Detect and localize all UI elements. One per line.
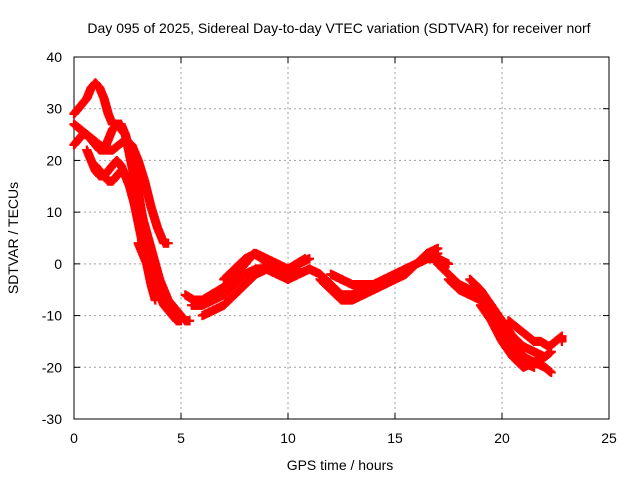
y-tick-label: 40 [46, 49, 62, 65]
y-axis-label: SDTVAR / TECUs [5, 182, 21, 294]
series-track-18 [503, 316, 567, 352]
data-point [443, 259, 454, 269]
series-track-13 [326, 254, 454, 290]
x-tick-label: 0 [70, 430, 78, 446]
series-track-6 [133, 238, 186, 326]
series-track-17 [476, 300, 556, 372]
plot-frame [73, 56, 610, 420]
data-point [304, 254, 314, 264]
x-tick-label: 5 [177, 430, 185, 446]
data-point [546, 367, 556, 378]
axis-ticks [73, 56, 610, 420]
data-points [69, 78, 567, 378]
x-tick-label: 25 [601, 430, 617, 446]
x-axis-label: GPS time / hours [287, 457, 394, 473]
y-tick-label: -30 [42, 411, 62, 427]
x-tick-label: 15 [387, 430, 403, 446]
y-tick-label: 30 [46, 101, 62, 117]
y-tick-label: 0 [54, 256, 62, 272]
x-tick-label: 20 [494, 430, 510, 446]
y-tick-label: 10 [46, 204, 62, 220]
series-track-9 [197, 264, 304, 321]
y-tick-labels: -30 -20 -10 0 10 20 30 40 [42, 49, 62, 427]
data-point [557, 336, 567, 347]
y-tick-label: -10 [42, 308, 62, 324]
chart-title: Day 095 of 2025, Sidereal Day-to-day VTE… [87, 20, 590, 36]
x-tick-labels: 0 5 10 15 20 25 [70, 430, 617, 446]
y-tick-label: -20 [42, 359, 62, 375]
series-track-10 [219, 248, 314, 284]
data-point [163, 238, 173, 248]
data-point [176, 316, 186, 326]
data-point [184, 316, 195, 326]
series-track-3 [69, 119, 173, 248]
x-tick-label: 10 [280, 430, 296, 446]
y-tick-label: 20 [46, 152, 62, 168]
